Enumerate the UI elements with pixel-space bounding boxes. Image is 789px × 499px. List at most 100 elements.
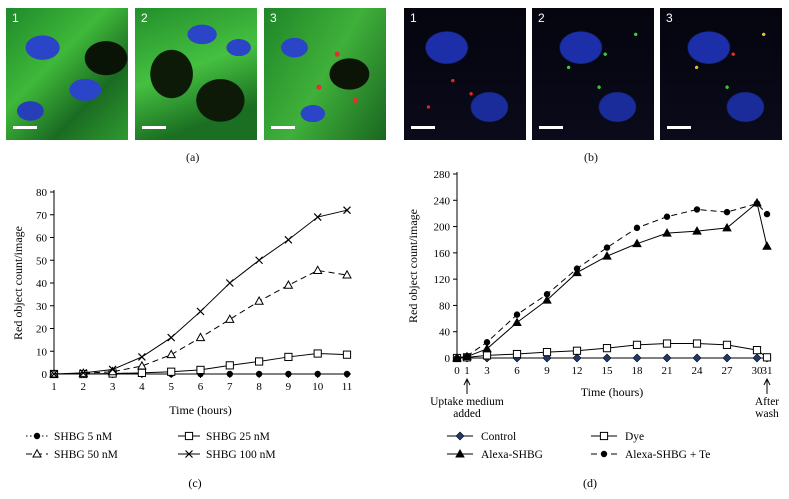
series-line	[456, 343, 768, 359]
legend-marker	[185, 450, 193, 458]
tile-number: 1	[410, 11, 417, 25]
data-point	[226, 370, 233, 378]
data-point	[573, 265, 581, 272]
data-point	[692, 353, 702, 363]
legend-item: Control	[447, 431, 516, 443]
legend-label: SHBG 50 nM	[54, 449, 118, 461]
data-point	[313, 349, 322, 358]
x-tick-label: 6	[514, 365, 520, 377]
tile-number: 1	[12, 11, 19, 25]
y-tick-label: 200	[434, 222, 451, 234]
data-point	[512, 349, 522, 359]
data-point	[224, 314, 235, 323]
data-point	[195, 332, 206, 342]
data-point	[167, 333, 176, 342]
y-tick-label: 70	[36, 210, 48, 222]
data-point	[255, 370, 263, 378]
legend-item: SHBG 5 nM	[26, 431, 112, 443]
x-tick-label: 2	[81, 381, 87, 393]
y-axis-label: Red object count/image	[406, 209, 420, 323]
x-axis-label: Time (hours)	[169, 403, 232, 417]
data-point	[225, 361, 234, 370]
data-point	[343, 206, 351, 215]
data-point	[254, 295, 264, 305]
legend-label: SHBG 5 nM	[54, 431, 112, 443]
tile-number: 2	[538, 11, 545, 25]
data-point	[663, 213, 671, 220]
y-tick-label: 20	[36, 324, 48, 336]
y-tick-label: 30	[36, 301, 48, 313]
data-point	[692, 226, 702, 235]
series-alexa-shbg-te	[453, 200, 771, 362]
annotation-arrowhead	[763, 377, 771, 386]
data-point	[692, 339, 702, 348]
data-point	[752, 346, 762, 355]
data-point	[572, 353, 582, 363]
data-point	[753, 200, 761, 207]
x-tick-label: 1	[464, 365, 470, 377]
legend-marker	[600, 450, 608, 458]
x-axis-label: Time (hours)	[581, 385, 644, 399]
data-point	[762, 353, 772, 362]
legend-item: SHBG 25 nM	[178, 431, 270, 443]
series-line	[456, 202, 768, 359]
legend-item: SHBG 100 nM	[178, 449, 276, 461]
y-tick-label: 120	[434, 274, 451, 286]
data-point	[463, 352, 471, 360]
x-tick-label: 21	[662, 365, 673, 377]
data-point	[196, 307, 205, 316]
data-point	[50, 370, 58, 378]
series-alexa-shbg	[452, 197, 772, 362]
x-tick-label: 1	[51, 381, 57, 393]
annotation-arrowhead	[463, 377, 471, 386]
y-tick-label: 10	[36, 346, 48, 358]
x-tick-label: 0	[454, 365, 460, 377]
micrograph-a2: 2	[135, 8, 257, 140]
legend-item: SHBG 50 nM	[26, 448, 118, 461]
x-tick-label: 31	[762, 365, 773, 377]
data-point	[632, 353, 642, 363]
x-tick-label: 3	[110, 381, 116, 393]
data-point	[255, 256, 264, 265]
legend-label: SHBG 25 nM	[206, 431, 270, 443]
legend-label: Alexa-SHBG + Te	[625, 449, 710, 461]
legend-marker	[455, 449, 465, 458]
data-point	[108, 365, 117, 374]
scale-bar	[539, 126, 563, 129]
scale-bar	[142, 126, 166, 129]
series-line	[53, 269, 348, 375]
chart-c: 0 10 20 30 40 50 60 70 80 1 2 3 4 5 6 7 8 9 10 11 Time (hour…	[11, 187, 352, 490]
data-point	[342, 350, 352, 359]
data-point	[167, 367, 176, 376]
x-tick-label: 8	[256, 381, 262, 393]
y-tick-label: 40	[439, 327, 451, 339]
annotation-label: wash	[755, 408, 779, 420]
data-point	[662, 353, 672, 363]
legend-marker	[599, 431, 609, 441]
data-point	[314, 370, 321, 378]
y-tick-label: 80	[439, 300, 451, 312]
x-tick-label: 15	[602, 365, 614, 377]
data-point	[763, 210, 771, 218]
y-axis-label: Red object count/image	[11, 226, 25, 340]
data-point	[632, 238, 642, 248]
legend-marker	[32, 448, 42, 458]
data-point	[79, 368, 88, 377]
data-point	[572, 346, 582, 355]
series-shbg-50-nm	[49, 265, 352, 378]
micrograph-b2: 2	[532, 8, 654, 140]
x-tick-label: 6	[198, 381, 204, 393]
legend-item: Alexa-SHBG	[447, 449, 543, 461]
data-point	[602, 353, 612, 363]
series-shbg-25-nm	[49, 349, 352, 379]
data-point	[225, 279, 234, 287]
scale-bar	[271, 126, 295, 129]
data-point	[312, 265, 323, 274]
data-point	[284, 352, 293, 362]
annotation-label: added	[453, 408, 481, 420]
legend-marker	[33, 432, 41, 440]
data-point	[342, 269, 352, 279]
panel-caption: (c)	[188, 476, 201, 490]
